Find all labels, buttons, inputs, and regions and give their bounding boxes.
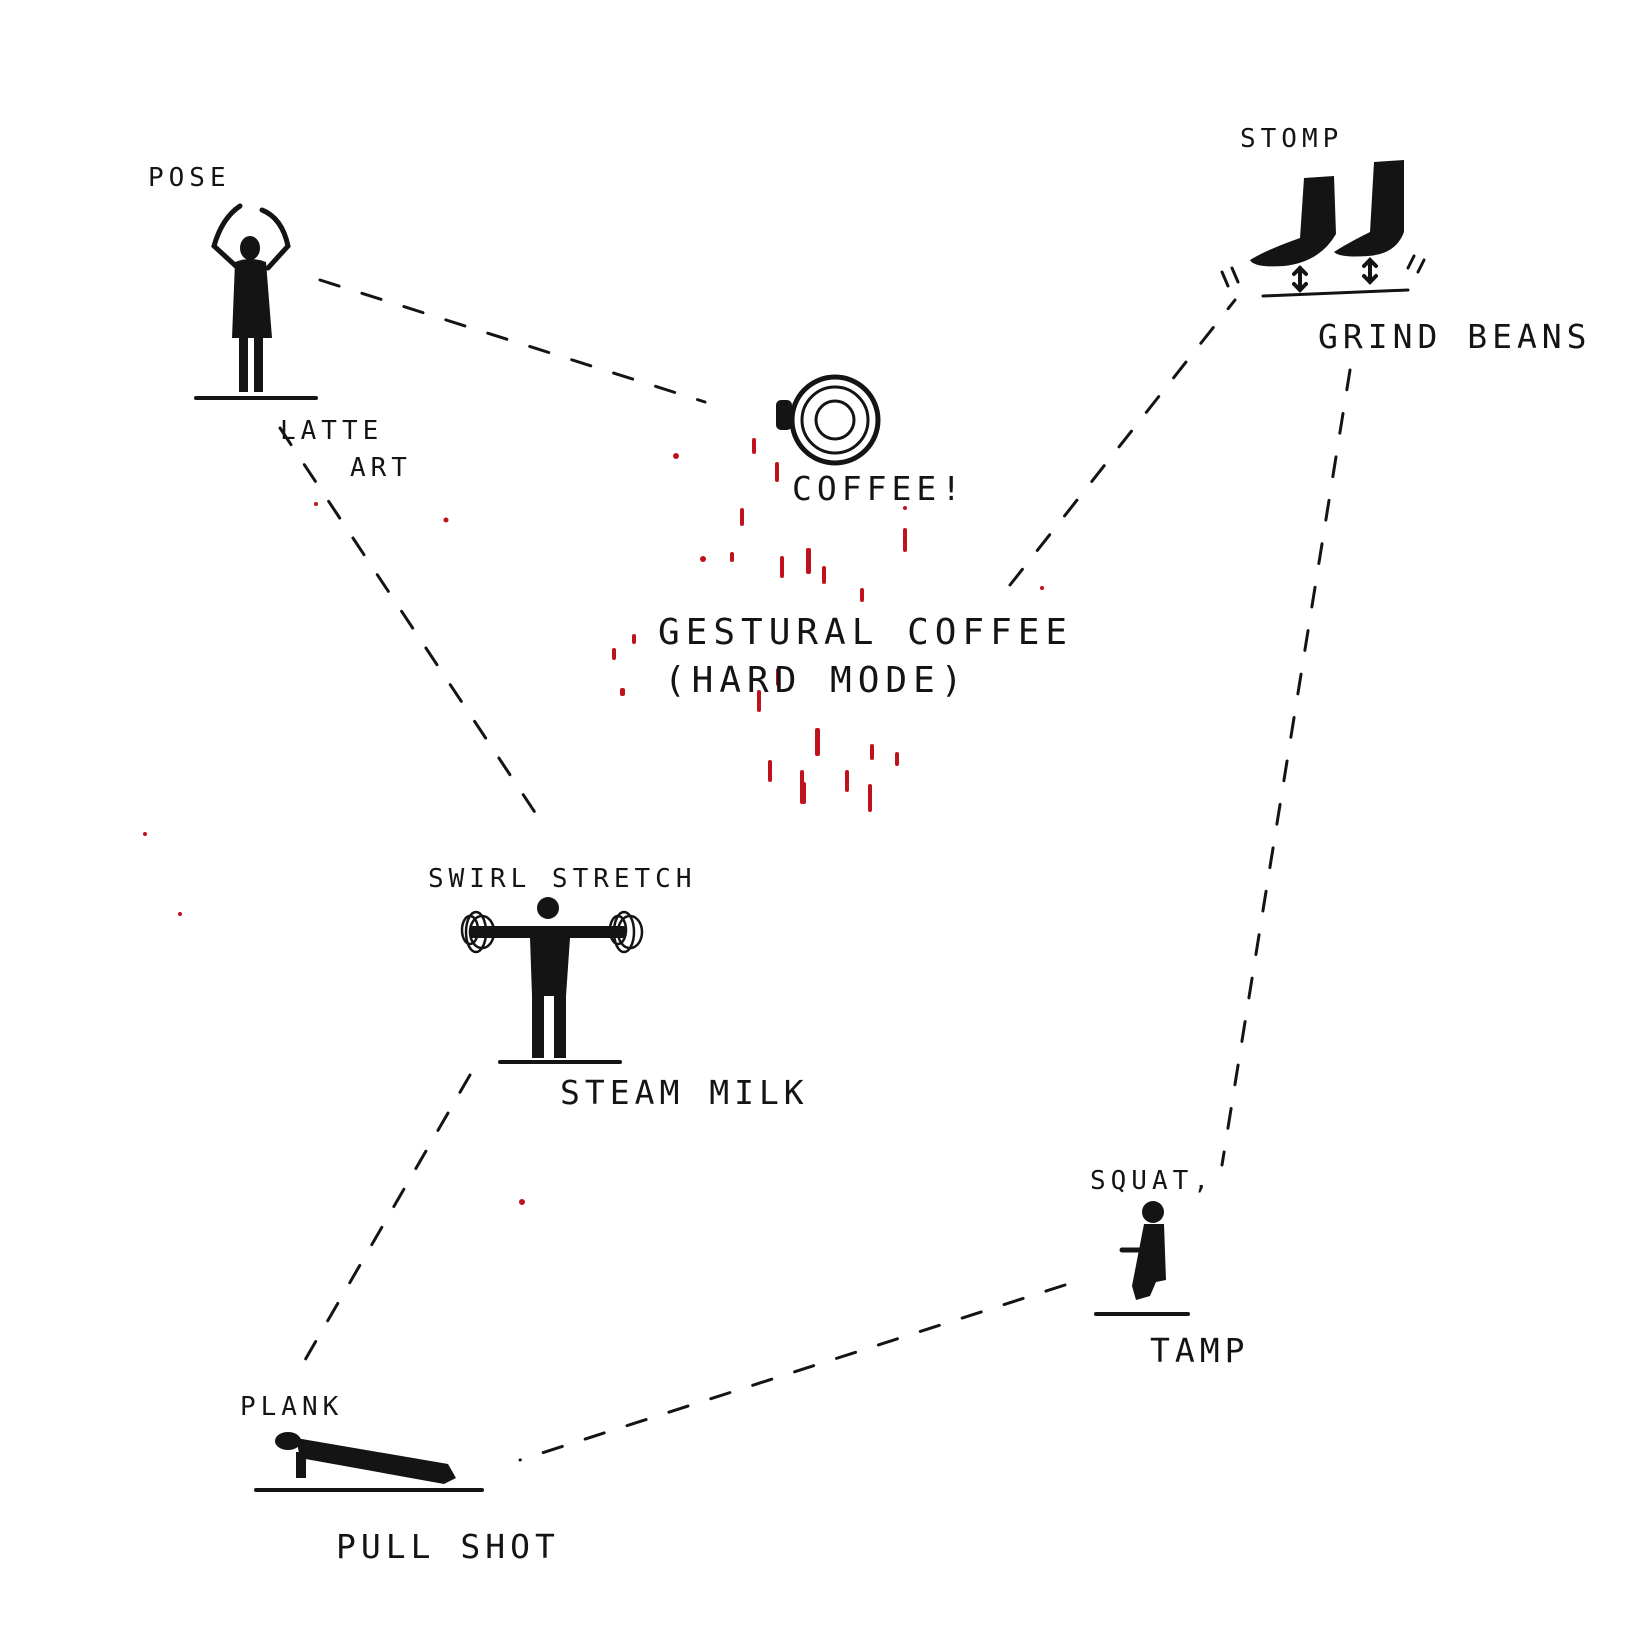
stomping-feet-icon [1220,160,1426,298]
connector-stomp-to-squat [1220,368,1352,1167]
plank-figure-icon [254,1432,484,1492]
diagram-title-line2: (HARD MODE) [664,660,969,701]
coffee-label: COFFEE! [792,469,967,508]
exercise-label-swirl-stretch: SWIRL STRETCH [428,864,697,894]
exercise-label-plank: PLANK [240,1392,344,1422]
connector-pose-to-coffee [318,278,707,404]
task-label-grind-beans: GRIND BEANS [1318,317,1592,356]
diagram-title-line1: GESTURAL COFFEE [658,612,1074,653]
exercise-label-squat: SQUAT, [1090,1166,1214,1196]
arm-circles-figure-icon [460,897,644,1064]
task-label-art: ART [350,453,412,483]
red-splatter [143,438,1044,1205]
task-label-latte: LATTE [280,416,384,446]
connector-pose-to-swirl [278,426,542,822]
coffee-cup-topdown-icon [776,374,881,466]
exercise-label-stomp: STOMP [1240,124,1344,154]
exercise-label-pose: POSE [148,163,231,193]
arms-overhead-pose-icon [194,203,318,400]
task-label-steam-milk: STEAM MILK [560,1073,809,1112]
connector-swirl-to-plank [303,1073,472,1362]
connector-squat-to-plank [518,1283,1067,1462]
task-label-pull-shot: PULL SHOT [336,1527,560,1566]
squatting-feet-icon [1094,1201,1190,1316]
task-label-tamp: TAMP [1150,1331,1250,1370]
connector-coffee-to-stomp [1008,298,1237,587]
connector-paths [278,278,1352,1462]
